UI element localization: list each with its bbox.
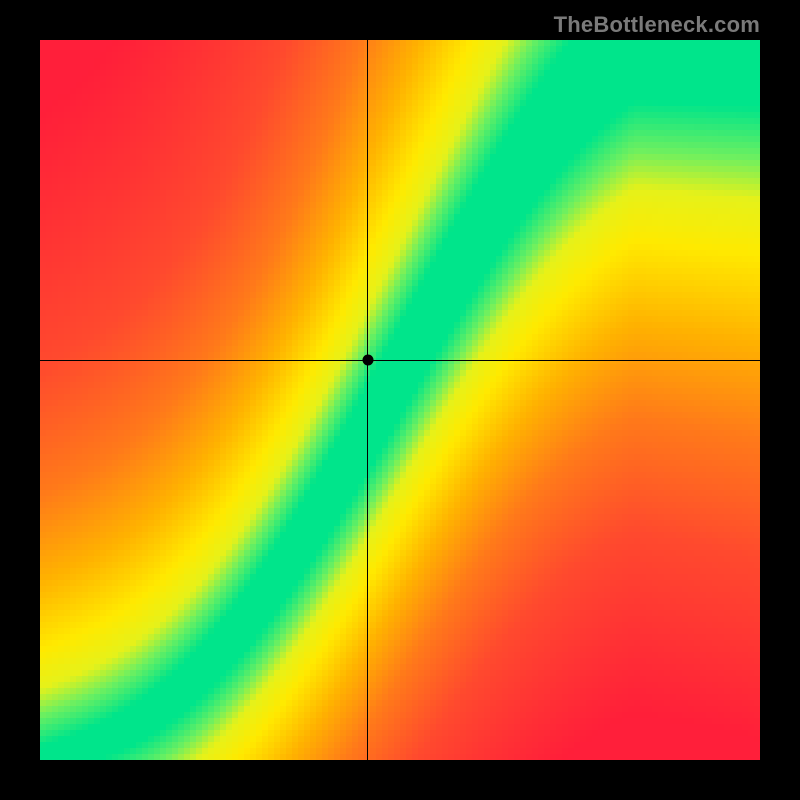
bottleneck-heatmap (40, 40, 760, 760)
watermark-text: TheBottleneck.com (554, 12, 760, 38)
chart-frame: TheBottleneck.com (0, 0, 800, 800)
